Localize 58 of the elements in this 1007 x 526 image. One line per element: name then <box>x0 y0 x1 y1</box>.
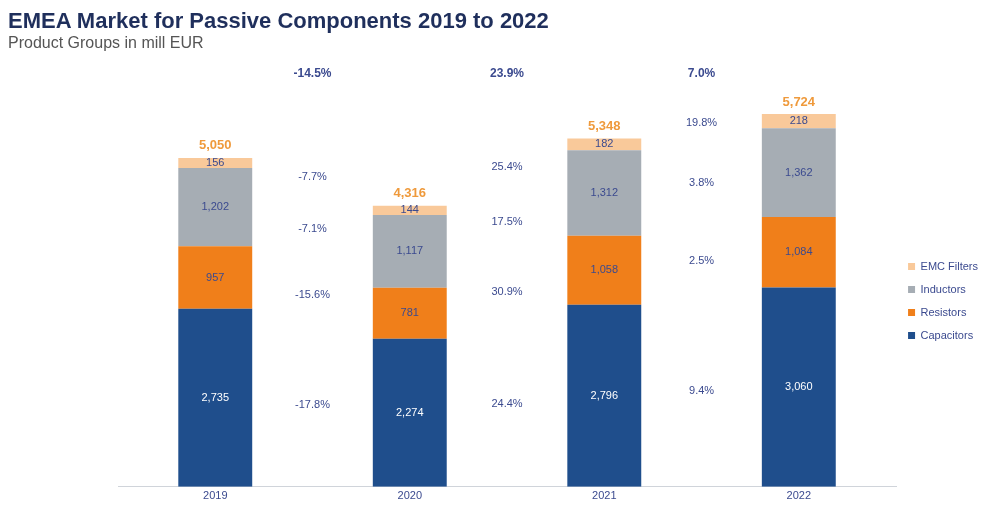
bar <box>761 287 836 487</box>
text: 23.9% <box>490 66 525 81</box>
bar <box>372 338 447 487</box>
chart-title: EMEA Market for Passive Components 2019 to 2022 <box>8 8 550 34</box>
data-label: 2,735 <box>201 390 230 403</box>
bar <box>567 235 642 305</box>
bar <box>178 168 253 247</box>
text: 7.0% <box>687 66 716 81</box>
annotation: 17.5% <box>491 215 523 228</box>
legend-label: Capacitors <box>920 328 974 341</box>
data-label: 1,362 <box>785 165 813 178</box>
data-label: 2,796 <box>590 388 619 401</box>
legend-label: Inductors <box>920 282 967 295</box>
data-label: 1,117 <box>396 244 424 257</box>
data-label: 182 <box>595 137 614 150</box>
bar <box>372 215 447 288</box>
bar <box>761 216 836 288</box>
data-label: 1,312 <box>590 186 619 199</box>
x-tick-label: 2022 <box>786 489 812 502</box>
total-label: 5,050 <box>198 137 232 153</box>
legend-label: EMC Filters <box>920 259 979 272</box>
annotation: 2.5% <box>689 254 715 267</box>
data-label: 1,084 <box>785 245 813 258</box>
annotation: 19.8% <box>685 115 718 128</box>
total-label: 4,316 <box>393 185 427 201</box>
annotation: -7.1% <box>298 222 328 235</box>
x-tick-label: 2019 <box>203 489 228 502</box>
bar <box>178 308 253 487</box>
data-label: 3,060 <box>785 380 813 393</box>
bar <box>567 138 642 151</box>
x-tick-label: 2020 <box>397 489 423 502</box>
bar <box>178 246 253 309</box>
data-label: 218 <box>789 114 808 127</box>
annotation: -15.6% <box>295 288 331 301</box>
total-label: 5,348 <box>588 118 621 134</box>
data-label: 1,058 <box>590 263 619 276</box>
annotation: 3.8% <box>689 175 715 188</box>
annotation: -17.8% <box>295 398 331 411</box>
data-label: 2,274 <box>396 405 424 418</box>
x-tick-label: 2021 <box>592 489 617 502</box>
annotation: 9.4% <box>689 384 715 397</box>
data-label: 957 <box>206 270 225 283</box>
annotation: -7.7% <box>298 169 328 182</box>
annotation: 30.9% <box>491 284 523 297</box>
total-label: 5,724 <box>782 93 816 109</box>
text: -14.5% <box>293 66 332 81</box>
bar <box>761 128 836 217</box>
bar <box>567 150 642 236</box>
data-label: 781 <box>400 306 419 319</box>
annotation: 25.4% <box>491 160 523 173</box>
data-label: 144 <box>400 203 419 216</box>
chart-subtitle: Product Groups in mill EUR <box>8 34 205 52</box>
bar <box>567 304 642 487</box>
annotation: 24.4% <box>491 397 523 410</box>
data-label: 1,202 <box>201 200 230 213</box>
bar <box>372 287 447 339</box>
data-label: 156 <box>206 155 225 168</box>
legend-label: Resistors <box>920 305 967 318</box>
